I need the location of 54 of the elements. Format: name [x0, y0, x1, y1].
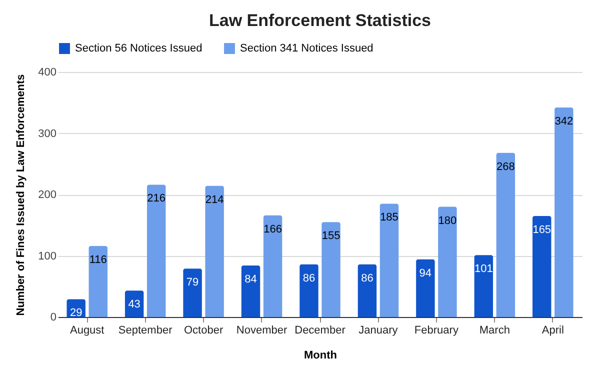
data-label: 94	[419, 267, 432, 280]
bar	[183, 268, 202, 317]
data-label: 165	[532, 224, 552, 236]
bar	[532, 216, 552, 317]
data-label: 180	[438, 214, 457, 227]
data-label: 166	[264, 223, 282, 236]
bar	[380, 204, 399, 317]
data-label: 84	[244, 274, 257, 286]
data-label: 29	[70, 307, 82, 320]
bar	[474, 255, 494, 317]
x-tick-label: September	[118, 324, 173, 336]
bar	[124, 290, 144, 317]
y-tick-label: 400	[38, 66, 56, 78]
data-label: 79	[186, 276, 199, 289]
bar	[88, 246, 108, 317]
data-label: 214	[205, 194, 224, 206]
y-tick-label: 100	[38, 250, 56, 262]
y-tick-label: 300	[38, 128, 56, 140]
data-label: 216	[147, 192, 166, 205]
x-tick-label: December	[294, 324, 346, 336]
bar	[263, 215, 282, 317]
x-tick-label: November	[236, 324, 288, 336]
bar	[241, 266, 260, 317]
data-label: 86	[302, 272, 316, 284]
x-tick-label: February	[414, 324, 459, 336]
data-label: 342	[554, 116, 574, 128]
y-tick-label: 200	[38, 189, 56, 201]
data-label: 155	[322, 230, 340, 242]
data-label: 116	[89, 254, 107, 266]
bar	[554, 108, 574, 317]
legend-label: Section 56 Notices Issued	[75, 42, 202, 55]
x-tick-label: January	[358, 324, 398, 336]
chart-title: Law Enforcement Statistics	[208, 11, 432, 30]
x-tick-label: October	[184, 324, 224, 336]
legend-label: Section 341 Notices Issued	[240, 42, 374, 55]
data-label: 185	[380, 212, 398, 224]
x-tick-label: April	[542, 324, 564, 336]
x-axis-title: Month	[304, 350, 338, 362]
bar	[496, 152, 516, 317]
bar	[205, 186, 224, 317]
bar	[300, 264, 318, 317]
bar	[358, 264, 377, 317]
bar	[416, 259, 435, 317]
data-label: 43	[128, 298, 140, 311]
y-tick-label: 0	[50, 312, 56, 324]
data-label: 86	[361, 272, 374, 284]
y-axis-title: Number of Fines Issued by Law Enforcements	[15, 74, 28, 316]
x-tick-label: August	[70, 324, 104, 336]
bar	[322, 222, 340, 317]
bar	[146, 184, 166, 317]
bar	[438, 206, 457, 317]
x-tick-label: March	[479, 324, 510, 336]
data-label: 268	[496, 160, 515, 173]
data-label: 101	[474, 263, 493, 276]
